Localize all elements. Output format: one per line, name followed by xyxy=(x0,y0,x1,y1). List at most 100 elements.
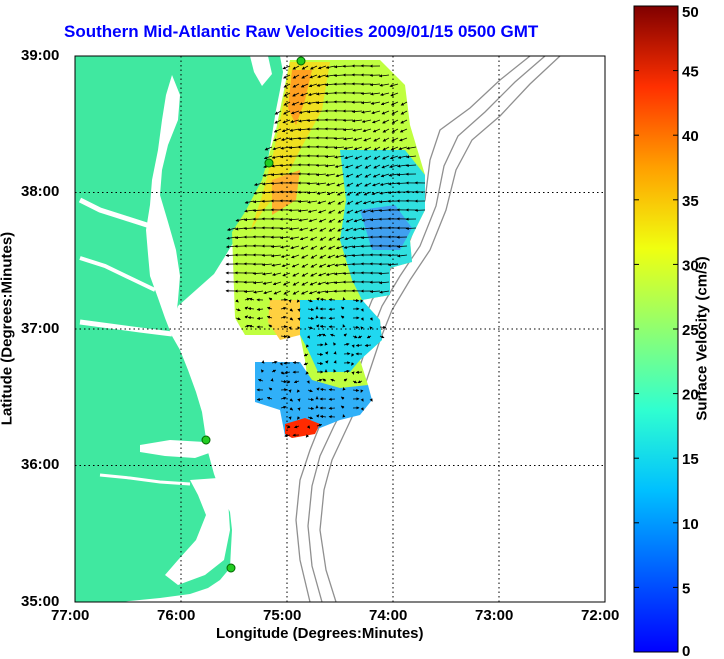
velocity-arrow xyxy=(362,200,372,205)
velocity-arrow xyxy=(343,137,354,141)
velocity-arrow xyxy=(299,227,309,232)
velocity-arrow xyxy=(300,83,309,88)
velocity-arrow xyxy=(364,173,372,178)
velocity-arrow xyxy=(322,378,327,382)
velocity-arrow xyxy=(252,200,264,204)
velocity-arrow xyxy=(307,307,315,312)
velocity-arrow xyxy=(369,398,373,402)
velocity-arrow xyxy=(337,227,345,232)
velocity-arrow xyxy=(288,145,300,150)
velocity-arrow xyxy=(284,370,291,375)
velocity-arrow xyxy=(390,146,399,151)
velocity-arrow xyxy=(364,164,372,169)
velocity-arrow xyxy=(333,369,337,373)
velocity-arrow xyxy=(279,362,283,366)
velocity-arrow xyxy=(355,191,363,196)
y-tick-label: 36:00 xyxy=(21,456,60,473)
velocity-arrow xyxy=(306,380,310,384)
pamlico-sound xyxy=(165,478,230,585)
velocity-arrow xyxy=(398,146,408,151)
velocity-arrow xyxy=(352,227,363,231)
velocity-arrow xyxy=(333,280,345,285)
velocity-arrow xyxy=(262,281,273,285)
velocity-arrow xyxy=(321,333,327,337)
x-axis-label: Longitude (Degrees:Minutes) xyxy=(216,625,424,642)
velocity-arrow xyxy=(310,272,318,277)
velocity-arrow xyxy=(352,335,358,339)
plot-frame xyxy=(74,55,606,603)
velocity-arrow xyxy=(261,182,273,186)
velocity-arrow xyxy=(288,416,292,420)
velocity-arrow xyxy=(300,92,309,97)
velocity-arrow xyxy=(307,389,313,393)
velocity-arrow xyxy=(342,324,346,328)
velocity-arrow xyxy=(317,209,327,214)
velocity-arrow xyxy=(352,236,363,240)
velocity-arrow xyxy=(364,182,372,187)
velocity-arrow xyxy=(317,281,327,286)
velocity-arrow xyxy=(316,423,323,427)
velocity-arrow xyxy=(381,110,390,115)
colorbar-tick-label: 30 xyxy=(682,257,699,274)
velocity-arrow xyxy=(305,344,310,348)
velocity-arrow xyxy=(243,226,255,230)
velocity-arrow xyxy=(405,163,417,168)
velocity-arrow xyxy=(333,65,345,69)
velocity-arrow xyxy=(289,128,300,132)
colorbar-tick-label: 15 xyxy=(682,451,699,468)
velocity-arrow xyxy=(360,407,364,411)
velocity-arrow xyxy=(355,370,363,374)
velocity-arrow xyxy=(336,236,345,241)
velocity-arrow xyxy=(252,208,264,213)
velocity-arrow xyxy=(271,360,278,364)
x-tick-label: 74:00 xyxy=(369,607,408,624)
velocity-arrow xyxy=(369,226,381,230)
velocity-arrow xyxy=(282,272,291,277)
velocity-arrow xyxy=(340,405,345,409)
velocity-arrow xyxy=(324,91,336,95)
colorbar-tick-label: 40 xyxy=(682,128,699,145)
velocity-arrow xyxy=(292,272,300,277)
velocity-arrow xyxy=(319,245,327,250)
velocity-arrow xyxy=(352,380,358,384)
velocity-arrow xyxy=(307,209,318,213)
velocity-arrow xyxy=(309,281,318,286)
velocity-arrow xyxy=(378,271,390,276)
velocity-arrow xyxy=(280,254,291,258)
velocity-arrow xyxy=(388,173,399,177)
y-tick-label: 39:00 xyxy=(21,47,60,64)
velocity-arrow xyxy=(360,227,372,231)
velocity-arrow xyxy=(362,128,372,133)
velocity-arrow xyxy=(337,200,345,205)
velocity-arrow xyxy=(288,137,300,141)
velocity-arrow xyxy=(307,299,313,303)
velocity-arrow xyxy=(316,378,323,382)
chesapeake-bay xyxy=(146,75,182,336)
velocity-arrow xyxy=(307,406,315,411)
velocity-arrow xyxy=(306,425,311,429)
velocity-arrow xyxy=(382,119,390,124)
velocity-arrow xyxy=(396,254,408,258)
velocity-arrow xyxy=(271,164,282,168)
velocity-arrow xyxy=(324,164,336,168)
velocity-arrow xyxy=(256,397,264,401)
velocity-arrow xyxy=(360,389,364,393)
velocity-arrow xyxy=(271,263,282,267)
velocity-arrow xyxy=(355,343,363,347)
velocity-arrow xyxy=(370,200,381,204)
velocity-arrow xyxy=(400,119,408,124)
velocity-arrow xyxy=(297,128,309,132)
velocity-arrow xyxy=(351,344,355,348)
velocity-arrow xyxy=(346,200,354,205)
land-mass xyxy=(75,56,283,602)
velocity-arrow xyxy=(291,101,300,106)
velocity-arrow xyxy=(253,191,264,195)
velocity-arrow xyxy=(328,245,336,250)
colorbar-tick-label: 50 xyxy=(682,4,699,21)
velocity-arrow xyxy=(334,155,345,159)
velocity-arrow xyxy=(328,316,336,320)
velocity-arrow xyxy=(343,369,350,374)
velocity-arrow xyxy=(360,308,364,312)
velocity-arrow xyxy=(360,326,364,330)
velocity-arrow xyxy=(329,333,336,337)
